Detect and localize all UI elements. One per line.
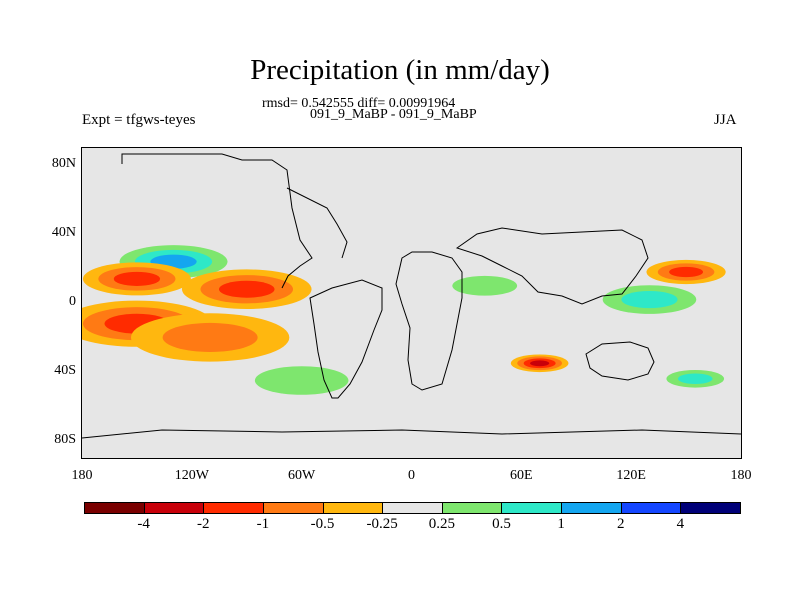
subtitle-stats: rmsd= 0.542555 diff= 0.00991964	[262, 96, 456, 111]
coastline	[585, 341, 655, 381]
colorbar-label: 1	[557, 516, 565, 532]
y-tick-label: 40S	[54, 362, 76, 378]
colorbar-segment	[680, 502, 741, 514]
right-string: JJA	[714, 112, 737, 128]
colorbar-label: -2	[197, 516, 210, 532]
anomaly-contour	[677, 373, 713, 385]
colorbar-segment	[143, 502, 205, 514]
x-tick-label: 120W	[174, 468, 209, 483]
coastline	[81, 429, 742, 439]
colorbar-segment	[262, 502, 324, 514]
left-string: Expt = tfgws-teyes	[82, 112, 196, 128]
chart-title: Precipitation (in mm/day)	[250, 54, 550, 86]
x-tick-label: 60E	[510, 468, 533, 483]
coastline	[395, 251, 463, 391]
map-plot	[61, 147, 742, 459]
colorbar-label: 0.25	[428, 516, 455, 532]
x-tick-label: 180	[71, 468, 93, 483]
colorbar-segment	[501, 502, 563, 514]
colorbar-label: 0.5	[492, 516, 511, 532]
coastline	[286, 187, 348, 259]
x-tick-label: 120E	[616, 468, 646, 483]
anomaly-contour	[218, 280, 275, 298]
colorbar-label: 4	[676, 516, 685, 532]
anomaly-contour	[162, 322, 258, 352]
colorbar-segment	[441, 502, 503, 514]
colorbar-segment	[382, 502, 443, 514]
anomaly-contour	[669, 266, 704, 278]
colorbar-label: 2	[616, 516, 625, 532]
anomaly-contour	[530, 360, 550, 367]
anomaly-contour	[621, 290, 678, 309]
colorbar-segment	[620, 502, 682, 514]
colorbar-label: -4	[137, 516, 150, 532]
colorbar-segment	[203, 502, 264, 514]
colorbar-label: -1	[256, 516, 270, 532]
colorbar-label: -0.25	[366, 516, 398, 532]
anomaly-contour	[113, 271, 161, 286]
y-tick-label: 80S	[54, 431, 76, 447]
subtitle-cases: 091_9_MaBP - 091_9_MaBP	[310, 107, 477, 122]
x-tick-label: 60W	[288, 468, 316, 483]
colorbar-segment	[84, 502, 145, 514]
colorbar-segment	[322, 502, 384, 514]
x-tick-label: 0	[408, 468, 415, 483]
anomaly-contour	[452, 275, 518, 296]
coastline	[309, 279, 383, 399]
map-svg	[61, 153, 742, 439]
y-tick-label: 40N	[51, 225, 76, 241]
x-tick-label: 180	[730, 468, 752, 483]
colorbar-segment	[561, 502, 622, 514]
coastline	[455, 227, 649, 305]
y-tick-label: 80N	[51, 156, 76, 172]
anomaly-contour	[254, 366, 349, 395]
y-tick-label: 0	[69, 294, 76, 309]
colorbar-label: -0.5	[310, 516, 335, 532]
